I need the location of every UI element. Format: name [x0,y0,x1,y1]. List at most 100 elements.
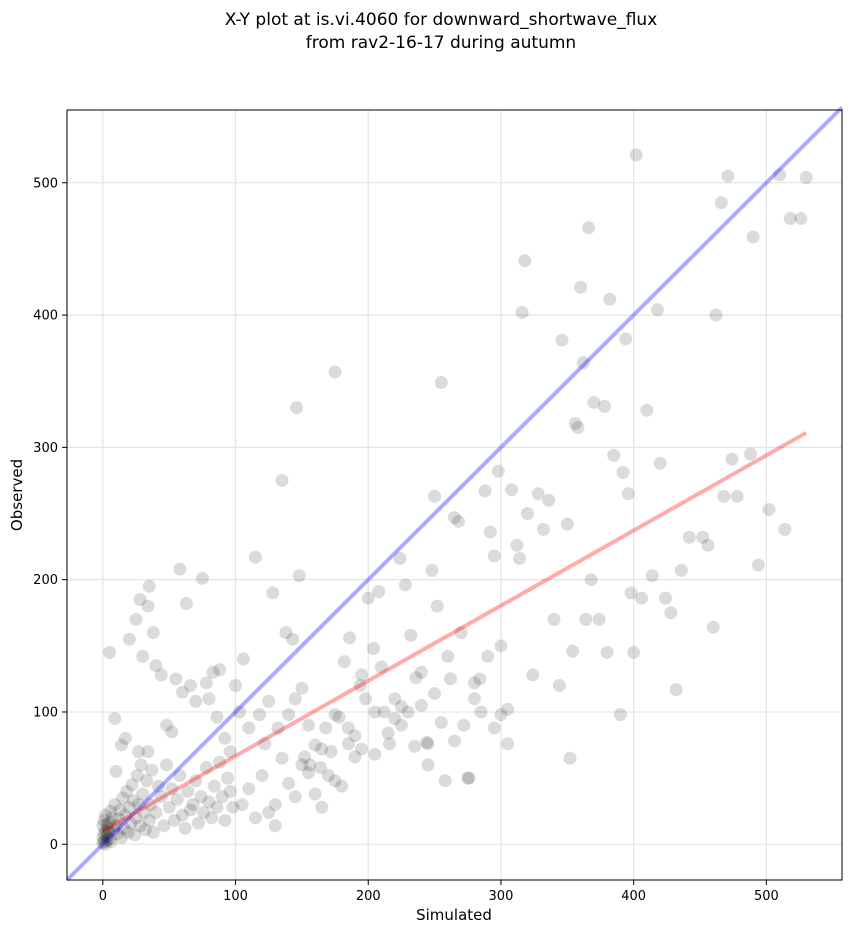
scatter-points [96,148,813,851]
data-point [328,708,342,722]
data-point [226,800,240,814]
data-point [202,795,216,809]
data-point [205,811,219,825]
data-point [218,813,232,827]
data-point [328,365,342,379]
data-point [117,821,131,835]
x-axis-ticks: 0 100 200 300 400 500 [99,880,779,904]
data-point [467,676,481,690]
data-point [425,563,439,577]
data-point [125,778,139,792]
data-point [574,280,588,294]
data-point [457,718,471,732]
data-point [315,742,329,756]
plot-area-frame [66,109,843,881]
data-point [114,831,128,845]
data-point [122,632,136,646]
data-point [186,798,200,812]
data-point [361,591,375,605]
data-point [98,808,112,822]
data-point [454,626,468,640]
data-point [142,813,156,827]
data-point [105,811,119,825]
data-point [128,828,142,842]
y-tick-label: 200 [33,573,58,588]
data-point [235,798,249,812]
data-point [368,705,382,719]
data-point [563,751,577,765]
data-point [175,685,189,699]
data-point [409,671,423,685]
data-point [181,784,195,798]
data-point [271,721,285,735]
data-point [268,819,282,833]
data-point [714,196,728,210]
data-point [221,771,235,785]
x-tick-label: 100 [223,889,248,904]
data-point [434,376,448,390]
data-point [328,774,342,788]
data-point [799,170,813,184]
data-point [133,593,147,607]
data-point [134,758,148,772]
data-point [295,758,309,772]
data-point [315,800,329,814]
identity-line [65,105,844,882]
data-point [169,672,183,686]
data-point [428,489,442,503]
data-point [145,763,159,777]
data-point [290,401,304,415]
data-point [101,821,115,835]
data-point [582,221,596,235]
y-tick-label: 0 [50,838,58,853]
data-point [481,649,495,663]
data-point [157,819,171,833]
data-point [137,806,151,820]
data-point [645,569,659,583]
x-tick-label: 200 [356,889,381,904]
data-point [96,836,110,850]
data-point [160,718,174,732]
data-point [640,403,654,417]
data-point [218,731,232,745]
data-point [603,292,617,306]
data-point [526,668,540,682]
data-point [154,790,168,804]
data-point [102,816,116,830]
data-point [353,679,367,693]
data-point [319,721,333,735]
data-point [118,808,132,822]
data-point [513,552,527,566]
data-point [579,612,593,626]
data-point [189,774,203,788]
data-point [547,612,561,626]
data-point [104,835,118,849]
data-point [682,530,696,544]
data-point [116,791,130,805]
data-point [505,483,519,497]
data-point [773,168,787,182]
data-point [408,739,422,753]
data-point [149,806,163,820]
data-point [762,503,776,517]
data-point [520,507,534,521]
data-point [518,254,532,268]
data-point [199,676,213,690]
data-point [674,563,688,577]
data-point [542,493,556,507]
data-point [266,586,280,600]
data-point [282,708,296,722]
data-point [210,800,224,814]
data-point [483,525,497,539]
data-point [183,803,197,817]
data-point [248,811,262,825]
data-point [629,148,643,162]
data-point [421,737,435,751]
data-point [607,448,621,462]
data-point [566,644,580,658]
data-point [592,612,606,626]
data-point [178,821,192,835]
data-point [144,798,158,812]
data-point [97,827,111,841]
data-point [451,514,465,528]
